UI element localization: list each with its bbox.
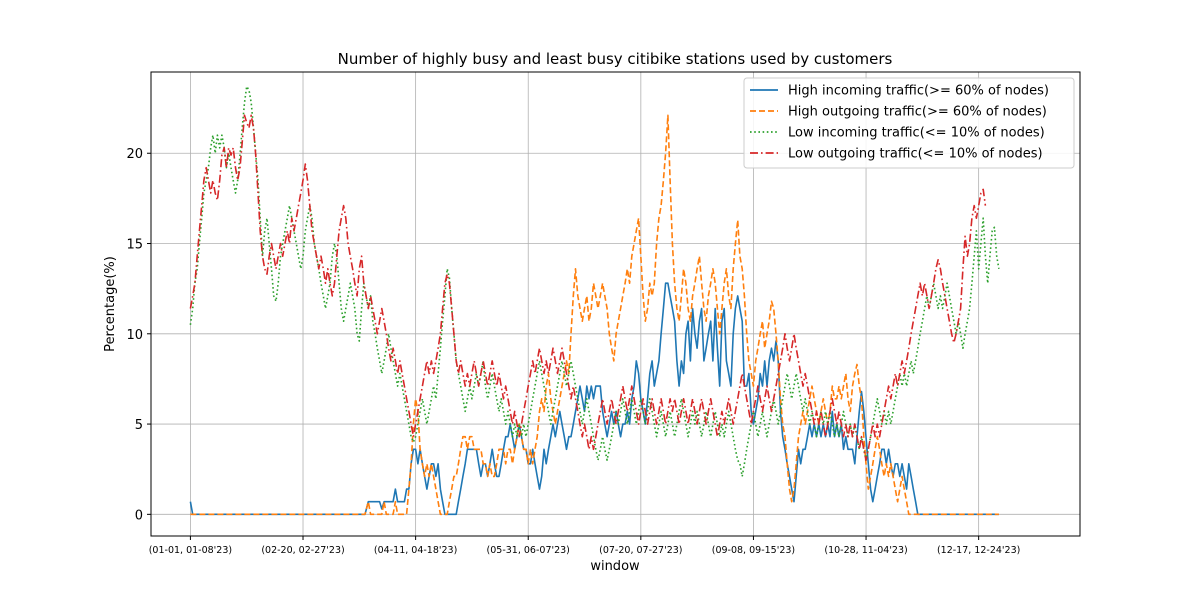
series-lines (189, 85, 1000, 516)
series-line-1 (189, 282, 999, 516)
legend-label: High outgoing traffic(>= 60% of nodes) (788, 105, 1047, 120)
x-axis-label: window (590, 559, 640, 574)
legend-label: Low outgoing traffic(<= 10% of nodes) (788, 147, 1043, 162)
x-tick-label: (07-20, 07-27'23) (599, 545, 682, 556)
plot-area-frame (150, 71, 1081, 537)
x-tick-label: (05-31, 06-07'23) (487, 545, 570, 556)
series-line-2 (190, 114, 999, 516)
y-axis: 0 5 10 15 20 (126, 147, 151, 523)
legend-label: Low incoming traffic(<= 10% of nodes) (788, 126, 1045, 141)
series-line-3 (189, 85, 1000, 478)
x-axis: (01-01, 01-08'23) (02-20, 02-27'23) (04-11… (149, 536, 1020, 556)
y-tick-label: 0 (135, 508, 143, 523)
y-tick-label: 15 (126, 238, 143, 253)
x-tick-label: (10-28, 11-04'23) (824, 545, 907, 556)
y-axis-label: Percentage(%) (103, 256, 118, 352)
x-tick-label: (04-11, 04-18'23) (374, 545, 457, 556)
x-tick-label: (12-17, 12-24'23) (937, 545, 1020, 556)
y-tick-label: 10 (126, 328, 143, 343)
legend-box (743, 77, 1075, 169)
legend-label: High incoming traffic(>= 60% of nodes) (788, 84, 1049, 99)
legend: High incoming traffic(>= 60% of nodes) Hi… (743, 77, 1075, 169)
x-tick-label: (09-08, 09-15'23) (712, 545, 795, 556)
series-line-4 (189, 114, 987, 461)
y-tick-label: 5 (135, 418, 143, 433)
y-tick-label: 20 (126, 147, 143, 162)
x-tick-label: (01-01, 01-08'23) (149, 545, 232, 556)
chart-title: Number of highly busy and least busy cit… (338, 50, 893, 68)
x-tick-label: (02-20, 02-27'23) (261, 545, 344, 556)
